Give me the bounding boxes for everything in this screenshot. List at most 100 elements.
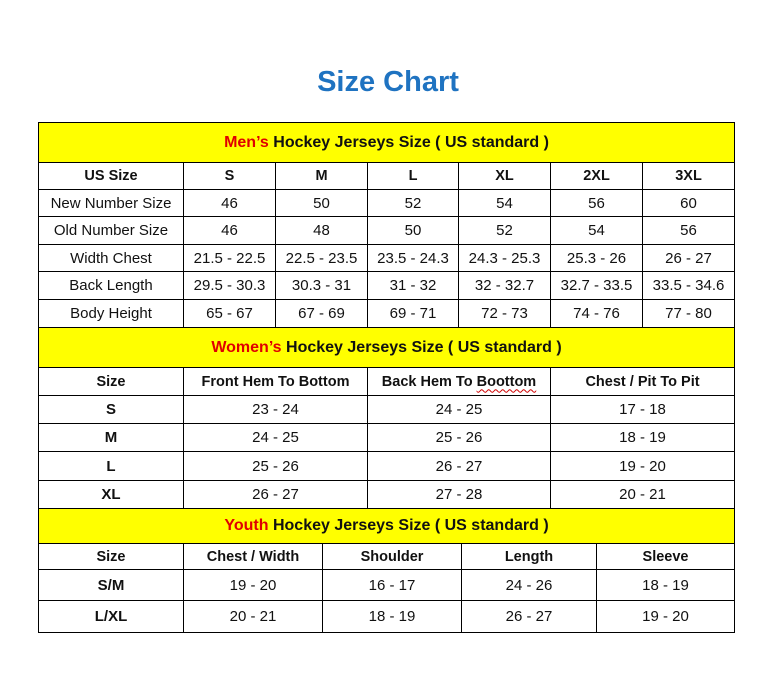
table-cell: M [38, 423, 184, 452]
table-cell: 50 [275, 189, 368, 217]
table-cell: 46 [183, 189, 276, 217]
youth-header-row: Size Chest / Width Shoulder Length Sleeve [38, 543, 736, 570]
table-cell: 25 - 26 [183, 451, 368, 481]
table-cell: 16 - 17 [322, 569, 462, 601]
table-row: Old Number Size 46 48 50 52 54 56 [38, 216, 736, 245]
men-section-title: Men’s Hockey Jerseys Size ( US standard … [37, 122, 736, 163]
table-cell: 26 - 27 [183, 480, 368, 509]
table-cell: Length [461, 543, 597, 570]
table-cell: L [367, 162, 459, 190]
table-cell: 52 [367, 189, 459, 217]
table-cell: 18 - 19 [549, 423, 736, 452]
header-text: Back Hem To [381, 373, 477, 390]
table-cell: 56 [641, 216, 736, 245]
youth-section-title: Youth Hockey Jerseys Size ( US standard … [37, 508, 736, 544]
table-cell: 31 - 32 [367, 271, 459, 300]
women-label: Women’s [211, 338, 282, 356]
table-row: Back Length 29.5 - 30.3 30.3 - 31 31 - 32 32… [38, 271, 736, 300]
header-cell: Back Hem To Boottom [367, 367, 551, 396]
youth-title-rest: Hockey Jerseys Size ( US standard ) [268, 517, 549, 534]
table-row: New Number Size 46 50 52 54 56 60 [38, 189, 736, 217]
table-cell: 19 - 20 [183, 569, 323, 601]
table-row: M 24 - 25 25 - 26 18 - 19 [38, 423, 736, 452]
table-cell: 24 - 26 [461, 569, 597, 601]
table-cell: Body Height [38, 299, 184, 328]
table-cell: 29.5 - 30.3 [183, 271, 276, 300]
table-cell: 60 [641, 189, 736, 217]
youth-size-table: Youth Hockey Jerseys Size ( US standard … [37, 508, 736, 633]
table-cell: S [183, 162, 276, 190]
table-row: Body Height 65 - 67 67 - 69 69 - 71 72 - 73 7… [38, 299, 736, 328]
table-cell: 2XL [550, 162, 643, 190]
table-cell: 27 - 28 [367, 480, 551, 509]
women-size-table: Women’s Hockey Jerseys Size ( US standar… [37, 327, 736, 509]
table-cell: Size [38, 543, 184, 570]
table-cell: Width Chest [38, 244, 184, 272]
table-cell: 18 - 19 [595, 569, 736, 601]
table-cell: 48 [275, 216, 368, 245]
table-cell: 54 [458, 189, 551, 217]
table-cell: 32 - 32.7 [458, 271, 551, 300]
table-cell: US Size [38, 162, 184, 190]
header-cell: Size [38, 367, 184, 396]
table-cell: 72 - 73 [458, 299, 551, 328]
men-title-rest: Hockey Jerseys Size ( US standard ) [268, 133, 549, 151]
table-cell: 24 - 25 [367, 395, 551, 424]
table-cell: S [38, 395, 184, 424]
table-cell: 17 - 18 [549, 395, 736, 424]
table-cell: 69 - 71 [367, 299, 459, 328]
header-cell: Chest / Pit To Pit [549, 367, 736, 396]
table-cell: 26 - 27 [461, 600, 597, 633]
men-size-table: Men’s Hockey Jerseys Size ( US standard … [37, 122, 736, 328]
table-cell: 24 - 25 [183, 423, 368, 452]
table-cell: Old Number Size [38, 216, 184, 245]
table-row: S/M 19 - 20 16 - 17 24 - 26 18 - 19 [38, 569, 736, 601]
table-cell: Shoulder [322, 543, 462, 570]
table-cell: 21.5 - 22.5 [183, 244, 276, 272]
table-cell: 33.5 - 34.6 [641, 271, 736, 300]
misspelled-word: Boottom [476, 373, 537, 390]
table-cell: 56 [550, 189, 643, 217]
header-cell: Front Hem To Bottom [183, 367, 368, 396]
youth-label: Youth [224, 517, 269, 534]
table-cell: Back Length [38, 271, 184, 300]
table-cell: 25.3 - 26 [550, 244, 643, 272]
table-cell: Sleeve [595, 543, 736, 570]
table-cell: 65 - 67 [183, 299, 276, 328]
table-cell: XL [38, 480, 184, 509]
table-cell: 50 [367, 216, 459, 245]
table-cell: 20 - 21 [549, 480, 736, 509]
table-cell: 3XL [641, 162, 736, 190]
table-cell: 32.7 - 33.5 [550, 271, 643, 300]
women-title-rest: Hockey Jerseys Size ( US standard ) [281, 338, 562, 356]
women-header-row: Size Front Hem To Bottom Back Hem To Boo… [38, 367, 736, 396]
table-cell: New Number Size [38, 189, 184, 217]
table-cell: 30.3 - 31 [275, 271, 368, 300]
table-cell: 22.5 - 23.5 [275, 244, 368, 272]
table-row: L 25 - 26 26 - 27 19 - 20 [38, 451, 736, 481]
table-cell: 25 - 26 [367, 423, 551, 452]
table-cell: 23.5 - 24.3 [367, 244, 459, 272]
table-cell: 20 - 21 [183, 600, 323, 633]
table-cell: 23 - 24 [183, 395, 368, 424]
table-cell: L/XL [38, 600, 184, 633]
men-label: Men’s [224, 133, 269, 151]
table-cell: XL [458, 162, 551, 190]
table-cell: 26 - 27 [367, 451, 551, 481]
table-cell: 52 [458, 216, 551, 245]
table-cell: M [275, 162, 368, 190]
table-cell: 19 - 20 [595, 600, 736, 633]
table-cell: 24.3 - 25.3 [458, 244, 551, 272]
table-cell: 74 - 76 [550, 299, 643, 328]
table-cell: 26 - 27 [641, 244, 736, 272]
men-header-row: US Size S M L XL 2XL 3XL [38, 162, 736, 190]
page-title: Size Chart [317, 66, 459, 98]
table-row: L/XL 20 - 21 18 - 19 26 - 27 19 - 20 [38, 600, 736, 633]
table-cell: 67 - 69 [275, 299, 368, 328]
table-row: Width Chest 21.5 - 22.5 22.5 - 23.5 23.5 - … [38, 244, 736, 272]
table-cell: Chest / Width [183, 543, 323, 570]
table-cell: S/M [38, 569, 184, 601]
table-row: S 23 - 24 24 - 25 17 - 18 [38, 395, 736, 424]
table-cell: L [38, 451, 184, 481]
table-cell: 54 [550, 216, 643, 245]
